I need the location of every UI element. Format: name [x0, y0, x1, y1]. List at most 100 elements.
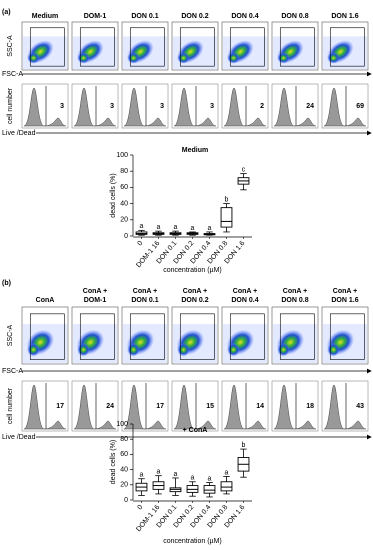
- y-tick-label: 0: [124, 497, 128, 504]
- dead-percent: 14: [256, 403, 264, 410]
- y-tick-label: 20: [120, 482, 128, 489]
- significance-letter: a: [191, 225, 195, 232]
- condition-header: ConA +: [183, 288, 207, 295]
- gate: [229, 27, 265, 67]
- panel-label: (a): [2, 9, 11, 16]
- gate: [279, 27, 315, 67]
- x-axis-label: concentration (µM): [163, 267, 222, 274]
- axis-label: FSC-A: [2, 368, 23, 375]
- significance-letter: b: [242, 442, 246, 449]
- box: [203, 485, 216, 494]
- condition-header: DON 0.8: [281, 13, 308, 20]
- y-tick-label: 40: [120, 200, 128, 207]
- axis-label: cell number: [7, 387, 14, 424]
- significance-letter: a: [174, 224, 178, 231]
- cell-population: [127, 342, 140, 357]
- y-tick-label: 60: [120, 451, 128, 458]
- significance-letter: c: [242, 166, 246, 173]
- dead-percent: 69: [356, 103, 364, 110]
- dead-percent: 3: [110, 103, 114, 110]
- gate: [29, 27, 65, 67]
- histogram-peak: [273, 87, 317, 127]
- chart-title: + ConA: [183, 427, 208, 434]
- cell-population: [327, 342, 340, 357]
- cell-population: [27, 52, 40, 64]
- histogram-peak: [123, 384, 167, 430]
- x-tick-label: 0: [137, 240, 145, 248]
- histogram-peak: [223, 384, 267, 430]
- y-tick-label: 80: [120, 168, 128, 175]
- significance-letter: a: [208, 225, 212, 232]
- condition-header: DON 0.8: [281, 297, 308, 304]
- dead-percent: 3: [160, 103, 164, 110]
- cell-population: [127, 52, 140, 64]
- gate: [329, 313, 365, 360]
- cell-population: [177, 342, 190, 357]
- y-tick-label: 20: [120, 217, 128, 224]
- gate: [79, 27, 115, 67]
- x-tick-label: 0: [137, 504, 145, 512]
- histogram-peak: [173, 87, 217, 127]
- histogram-peak: [73, 87, 117, 127]
- significance-letter: a: [140, 223, 144, 230]
- condition-header: ConA: [36, 297, 55, 304]
- histogram-peak: [173, 384, 217, 430]
- axis-label: cell number: [7, 87, 14, 124]
- y-axis-label: dead cells (%): [110, 440, 117, 484]
- box: [220, 207, 233, 228]
- cell-population: [327, 52, 340, 64]
- gate: [29, 313, 65, 360]
- condition-header: DON 0.4: [231, 13, 258, 20]
- y-tick-label: 80: [120, 436, 128, 443]
- cell-population: [277, 52, 290, 64]
- gate: [279, 313, 315, 360]
- gate: [229, 313, 265, 360]
- axis-label: Live /Dead: [2, 434, 36, 441]
- significance-letter: b: [225, 196, 229, 203]
- condition-header: DON 0.2: [181, 13, 208, 20]
- cell-population: [77, 52, 90, 64]
- cell-population: [227, 52, 240, 64]
- dead-percent: 24: [306, 103, 314, 110]
- axis-label: Live /Dead: [2, 130, 36, 137]
- y-tick-label: 100: [116, 421, 128, 428]
- chart-title: Medium: [182, 147, 208, 154]
- condition-header: ConA +: [83, 288, 107, 295]
- dead-percent: 17: [56, 403, 64, 410]
- histogram-peak: [23, 384, 67, 430]
- histogram-peak: [73, 384, 117, 430]
- y-axis-label: dead cells (%): [110, 173, 117, 217]
- significance-letter: a: [157, 469, 161, 476]
- axis-label: SSC-A: [7, 35, 14, 57]
- significance-letter: a: [225, 469, 229, 476]
- dead-percent: 24: [106, 403, 114, 410]
- dead-percent: 2: [260, 103, 264, 110]
- significance-letter: a: [174, 471, 178, 478]
- panel-label: (b): [2, 280, 11, 287]
- condition-header: ConA +: [283, 288, 307, 295]
- cell-population: [277, 342, 290, 357]
- dead-percent: 17: [156, 403, 164, 410]
- condition-header: DOM-1: [84, 297, 107, 304]
- gate: [79, 313, 115, 360]
- gate: [179, 313, 215, 360]
- gate: [329, 27, 365, 67]
- condition-header: DON 1.6: [331, 13, 358, 20]
- gate: [129, 27, 165, 67]
- histogram-peak: [223, 87, 267, 127]
- y-tick-label: 60: [120, 184, 128, 191]
- y-tick-label: 0: [124, 233, 128, 240]
- histogram-peak: [23, 87, 67, 127]
- condition-header: DON 0.1: [131, 297, 158, 304]
- histogram-peak: [273, 384, 317, 430]
- significance-letter: a: [140, 472, 144, 479]
- condition-header: DON 1.6: [331, 297, 358, 304]
- histogram-peak: [323, 384, 367, 430]
- gate: [179, 27, 215, 67]
- condition-header: DON 0.1: [131, 13, 158, 20]
- histogram-peak: [123, 87, 167, 127]
- dead-percent: 3: [210, 103, 214, 110]
- significance-letter: a: [208, 475, 212, 482]
- dead-percent: 18: [306, 403, 314, 410]
